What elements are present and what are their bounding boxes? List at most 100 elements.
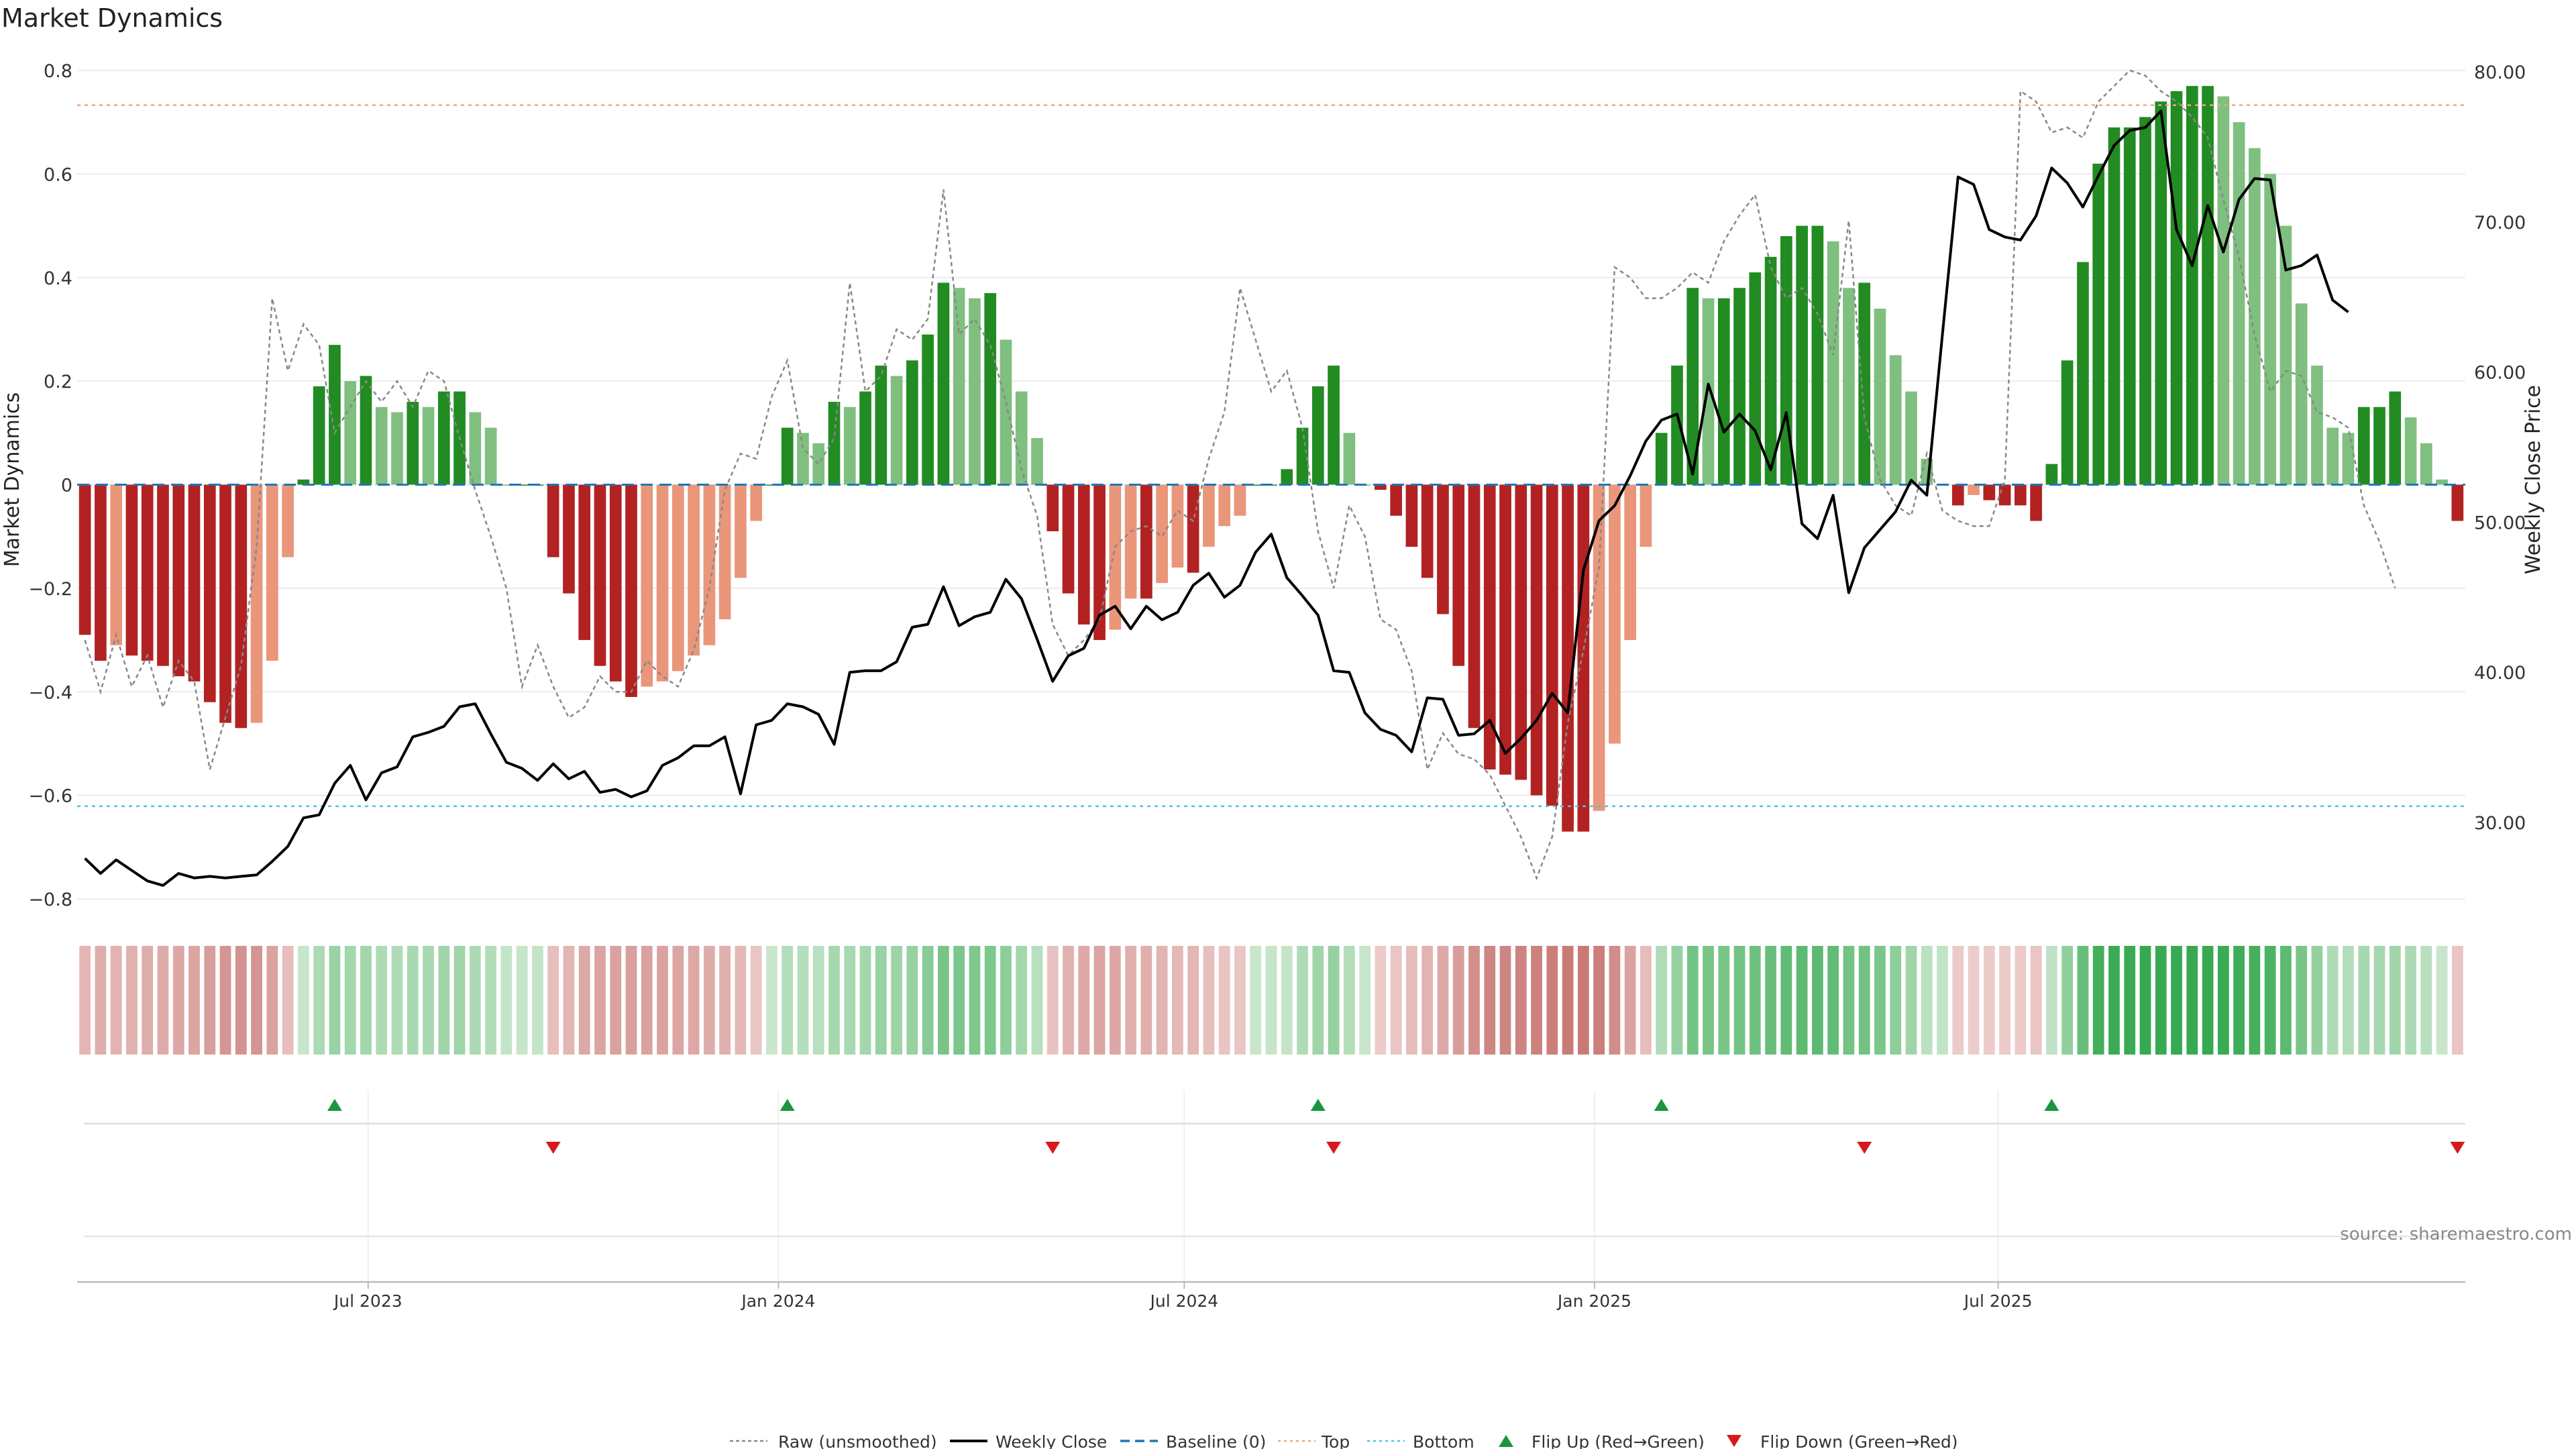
md-bar bbox=[1515, 484, 1527, 780]
md-bar bbox=[1655, 433, 1668, 485]
raw-line bbox=[84, 69, 2396, 881]
md-bar bbox=[812, 443, 825, 485]
md-bar bbox=[1311, 386, 1324, 485]
legend-swatch-flip-down bbox=[1727, 1435, 1741, 1447]
md-bar bbox=[1234, 484, 1246, 516]
right-axis: 80.00 70.00 60.00 50.00 40.00 30.00 bbox=[2474, 62, 2526, 834]
strength-cell bbox=[126, 946, 138, 1055]
strength-cell bbox=[906, 946, 918, 1055]
reference-lines bbox=[77, 104, 2465, 808]
md-bar bbox=[203, 484, 216, 702]
md-bar bbox=[78, 484, 91, 635]
left-axis: 0.8 0.6 0.4 0.2 0 −0.2 −0.4 −0.6 −0.8 bbox=[28, 61, 72, 910]
md-bar bbox=[625, 484, 637, 697]
strength-cell bbox=[891, 946, 902, 1055]
y-left-tick-label: 0 bbox=[61, 476, 72, 496]
y-left-axis-label: Market Dynamics bbox=[1, 392, 24, 568]
strength-cell bbox=[2233, 946, 2245, 1055]
x-tick-label: Jul 2023 bbox=[333, 1291, 402, 1311]
strength-cell bbox=[235, 946, 247, 1055]
strength-cell bbox=[2061, 946, 2074, 1055]
strength-cell bbox=[563, 946, 575, 1055]
strength-cell bbox=[1968, 946, 1980, 1055]
strength-cell bbox=[142, 946, 154, 1055]
strength-cell bbox=[1390, 946, 1402, 1055]
md-bar bbox=[407, 402, 419, 485]
md-bar bbox=[1062, 484, 1075, 594]
md-bar bbox=[2389, 391, 2402, 485]
legend-swatch-flip-up bbox=[1499, 1435, 1513, 1447]
strength-cell bbox=[251, 946, 262, 1055]
strength-cell bbox=[500, 946, 513, 1055]
strength-cell bbox=[532, 946, 543, 1055]
strength-cell bbox=[2202, 946, 2214, 1055]
strength-cell bbox=[189, 946, 200, 1055]
strength-cell bbox=[329, 946, 341, 1055]
md-bar bbox=[235, 484, 248, 729]
strength-cell bbox=[969, 946, 981, 1055]
strength-cell bbox=[1000, 946, 1012, 1055]
md-bar bbox=[718, 484, 731, 620]
strength-cell bbox=[1250, 946, 1262, 1055]
strength-cell bbox=[2405, 946, 2416, 1055]
y-right-tick-label: 40.00 bbox=[2474, 663, 2526, 684]
md-bar bbox=[922, 334, 934, 485]
strength-cell bbox=[1843, 946, 1855, 1055]
md-bar bbox=[422, 407, 435, 485]
strength-cell bbox=[1999, 946, 2010, 1055]
strength-cell bbox=[1749, 946, 1761, 1055]
strength-cell bbox=[2343, 946, 2354, 1055]
flip-down-marker bbox=[2450, 1142, 2465, 1154]
md-bar bbox=[1296, 427, 1309, 485]
legend-label: Flip Down (Green→Red) bbox=[1760, 1432, 1958, 1449]
strength-cell bbox=[1046, 946, 1059, 1055]
md-bar bbox=[2092, 163, 2105, 485]
strength-cell bbox=[594, 946, 606, 1055]
md-bar bbox=[2311, 365, 2323, 485]
md-bar bbox=[2202, 86, 2214, 485]
md-bar bbox=[1983, 484, 1996, 500]
md-bar bbox=[329, 345, 341, 485]
strength-cell bbox=[610, 946, 622, 1055]
md-bar bbox=[1905, 391, 1917, 485]
strength-cell bbox=[1937, 946, 1948, 1055]
md-bar bbox=[953, 288, 965, 485]
strength-cell bbox=[1359, 946, 1371, 1055]
md-bar bbox=[843, 407, 856, 485]
strength-cell bbox=[1546, 946, 1558, 1055]
strength-cell bbox=[2217, 946, 2229, 1055]
strength-cell bbox=[1406, 946, 1417, 1055]
md-bar bbox=[1764, 256, 1777, 485]
strength-strip bbox=[79, 946, 2463, 1055]
md-bar bbox=[516, 484, 528, 486]
strength-cell bbox=[2108, 946, 2120, 1055]
md-bar bbox=[125, 484, 138, 656]
md-bar bbox=[1562, 484, 1574, 832]
strength-cell bbox=[2264, 946, 2276, 1055]
strength-cell bbox=[1343, 946, 1355, 1055]
md-bar bbox=[157, 484, 169, 666]
strength-cell bbox=[2373, 946, 2385, 1055]
md-bar bbox=[1093, 484, 1106, 641]
strength-cell bbox=[1265, 946, 1277, 1055]
flip-panel bbox=[84, 1090, 2465, 1281]
md-bar bbox=[2342, 433, 2355, 485]
strength-cell bbox=[875, 946, 887, 1055]
strength-cell bbox=[1375, 946, 1387, 1055]
strength-cell bbox=[1515, 946, 1527, 1055]
strength-cell bbox=[1780, 946, 1792, 1055]
md-bar bbox=[344, 381, 357, 485]
strength-cell bbox=[2092, 946, 2104, 1055]
legend-label: Flip Up (Red→Green) bbox=[1532, 1432, 1705, 1449]
md-bar bbox=[469, 412, 482, 485]
md-bar bbox=[1375, 484, 1387, 490]
md-bar bbox=[1249, 484, 1262, 486]
strength-cell bbox=[1234, 946, 1246, 1055]
md-bar bbox=[1998, 484, 2011, 506]
strength-cell bbox=[547, 946, 559, 1055]
strength-cell bbox=[282, 946, 294, 1055]
y-left-tick-label: −0.4 bbox=[28, 682, 72, 703]
md-bar bbox=[2030, 484, 2042, 521]
md-bar bbox=[1156, 484, 1168, 584]
